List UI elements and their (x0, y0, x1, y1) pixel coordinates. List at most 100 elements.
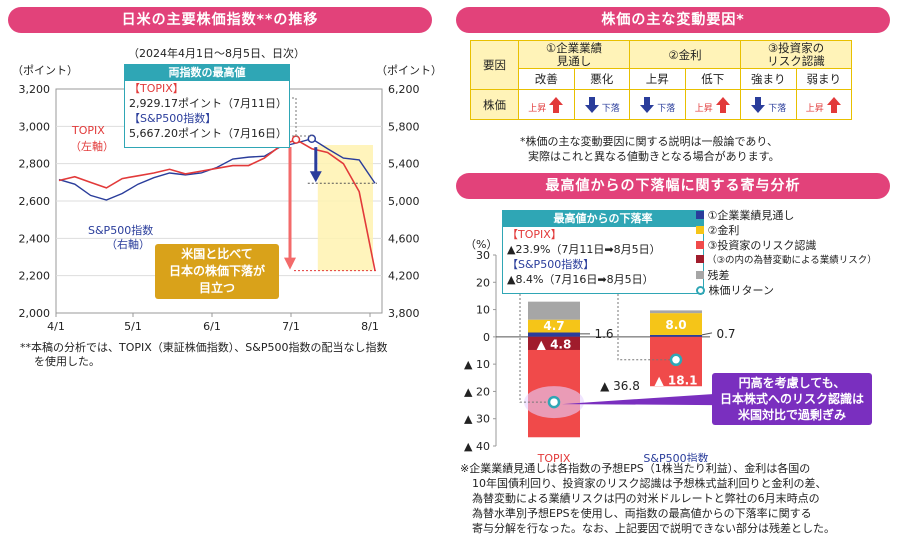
label-topix-rates: 4.7 (543, 319, 564, 333)
arrow-down-icon (584, 96, 599, 113)
group-earnings: ①企業業績 見通し (518, 40, 630, 69)
peak-topix-value: 2,929.17ポイント（7月11日） (129, 97, 287, 110)
label-topix-risk: ▲ 36.8 (600, 379, 640, 393)
leader-sp-earn (701, 332, 713, 336)
peak-connector-sp500 (256, 134, 313, 137)
price-arrow-text: 下落 (657, 103, 676, 114)
bar-y-tick: ▲ 10 (464, 358, 490, 371)
legend-fx: （③の内の為替変動による業績リスク） (696, 253, 877, 268)
bar-chart: 30 20 10 0 ▲ 10 ▲ 20 ▲ 30 ▲ 40 TOPIX S&P500指数 4.7 1… (464, 249, 736, 462)
y-left-tick: 2,000 (19, 307, 51, 320)
peak-sp-title: 【S&P500指数】 (129, 112, 217, 125)
drop-topix-title: 【TOPIX】 (507, 228, 562, 241)
drop-callout: 米国と比べて 日本の株価下落が 目立つ (155, 244, 279, 299)
bar-rates (650, 313, 702, 335)
drop-box-caption: 最高値からの下落率 (503, 211, 703, 227)
factors-table: 要因 ①企業業績 見通し ②金利 ③投資家の リスク認識 改善 悪化 上昇 低下… (470, 40, 852, 120)
topix-axis-label: （左軸） (70, 140, 114, 153)
peak-sp-value: 5,667.20ポイント（7月16日） (129, 127, 287, 140)
sub-weak: 弱まり (795, 68, 852, 90)
price-arrow-cell: 下落 (573, 89, 630, 120)
topix-drop-arrowhead (284, 257, 296, 270)
sub-worsen: 悪化 (573, 68, 630, 90)
y-left-tick: 3,000 (19, 120, 51, 133)
left-footnote-1: **本稿の分析では、TOPIX（東証株価指数）、S&P500指数の配当なし指数 (20, 341, 388, 354)
arrow-up-icon (715, 96, 730, 113)
sp500-drop-arrowhead (309, 171, 322, 183)
factors-note-2: 実際はこれと異なる値動きとなる場合があります。 (528, 150, 780, 163)
arrow-down-icon (751, 96, 766, 113)
price-arrow-text: 上昇 (694, 103, 713, 114)
x-tick-label: 8/1 (361, 320, 379, 333)
peak-topix-title: 【TOPIX】 (129, 82, 184, 95)
drop-sp-title: 【S&P500指数】 (507, 258, 595, 271)
callout-pointer (562, 394, 712, 406)
price-arrow-text: 上昇 (528, 103, 547, 114)
drop-connector-topix (519, 294, 548, 403)
y-left-tick: 3,200 (19, 83, 51, 96)
sp-series-label: S&P500指数 (88, 224, 154, 237)
price-arrow-cell: 上昇 (518, 89, 575, 120)
left-footnote-2: を使用した。 (34, 355, 100, 368)
price-arrow-text: 上昇 (805, 103, 824, 114)
y-right-tick: 3,800 (388, 307, 420, 320)
legend-return: 株価リターン (696, 283, 877, 298)
bar-y-tick: ▲ 40 (464, 440, 490, 453)
risk-callout-line3: 米国対比で過剰ぎみ (737, 408, 846, 422)
price-row-label: 株価 (470, 89, 519, 120)
bar-y-tick: 20 (476, 276, 490, 289)
contrib-note-2: 10年国債利回り、投資家のリスク認識は予想株式益利回りと金利の差、 (472, 477, 827, 490)
bar-rates (528, 319, 580, 333)
y-left-tick: 2,400 (19, 232, 51, 245)
bar-residual (528, 301, 580, 320)
factors-note-1: *株価の主な変動要因に関する説明は一般論であり、 (520, 135, 778, 148)
bar-y-tick: ▲ 30 (464, 413, 490, 426)
price-arrow-cell: 下落 (740, 89, 797, 120)
y-right-tick: 5,400 (388, 158, 420, 171)
bar-y-tick: 30 (476, 249, 490, 262)
left-header: 日米の主要株価指数**の推移 (8, 7, 432, 33)
period-label: （2024年4月1日～8月5日、日次） (128, 47, 305, 60)
bar-earnings (528, 332, 580, 337)
x-tick-label: 4/1 (47, 320, 65, 333)
label-sp-earnings: 0.7 (716, 327, 735, 341)
peak-box-caption: 両指数の最高値 (125, 65, 289, 81)
contrib-note-3: 為替変動による業績リスクは円の対米ドルレートと弊社の6月末時点の (472, 492, 820, 505)
contrib-note-1: ※企業業績見通しは各指数の予想EPS（1株当たり利益）、金利は各国の (460, 462, 811, 475)
contrib-unit: （%） (465, 238, 498, 251)
sub-improve: 改善 (518, 68, 575, 90)
arrow-up-icon (549, 96, 564, 113)
contrib-note: ※企業業績見通しは各指数の予想EPS（1株当たり利益）、金利は各国の 10年国債… (460, 461, 835, 536)
line-chart: 3,200 3,000 2,800 2,600 2,400 2,200 2,000 6,200… (19, 83, 420, 333)
drop-sp-value: ▲8.4%（7月16日➡8月5日） (507, 273, 654, 286)
y-right-tick: 6,200 (388, 83, 420, 96)
legend-risk: ③投資家のリスク認識 (696, 238, 877, 253)
y-left-tick: 2,200 (19, 270, 51, 283)
price-arrow-text: 下落 (768, 103, 787, 114)
sp-axis-label: （右軸） (106, 238, 150, 251)
label-sp-rates: 8.0 (665, 318, 686, 332)
price-arrow-cell: 上昇 (684, 89, 741, 120)
drop-box: 最高値からの下落率 【TOPIX】 ▲23.9%（7月11日➡8月5日） 【S&… (502, 210, 704, 294)
y-left-tick: 2,600 (19, 195, 51, 208)
price-arrow-cell: 上昇 (795, 89, 852, 120)
group-rates: ②金利 (629, 40, 741, 69)
drop-callout-line2: 日本の株価下落が (168, 264, 265, 278)
y-left-tick: 2,800 (19, 158, 51, 171)
label-topix-fx: ▲ 4.8 (537, 337, 572, 351)
drop-connector-sp (617, 294, 670, 361)
sp-return-marker (669, 353, 683, 367)
price-arrow-text: 下落 (601, 103, 620, 114)
bar-y-tick: 10 (476, 304, 490, 317)
arrow-up-icon (826, 96, 841, 113)
bar-category-label: TOPIX (537, 452, 571, 462)
legend-earnings: ①企業業績見通し (696, 208, 877, 223)
sub-strong: 強まり (740, 68, 797, 90)
price-arrow-cell: 下落 (629, 89, 686, 120)
y-right-tick: 5,000 (388, 195, 420, 208)
y-right-tick: 4,200 (388, 270, 420, 283)
drop-topix-value: ▲23.9%（7月11日➡8月5日） (507, 243, 661, 256)
bar-y-tick: ▲ 20 (464, 385, 490, 398)
risk-callout-line1: 円高を考慮しても、 (738, 376, 846, 390)
group-risk: ③投資家の リスク認識 (740, 40, 852, 69)
